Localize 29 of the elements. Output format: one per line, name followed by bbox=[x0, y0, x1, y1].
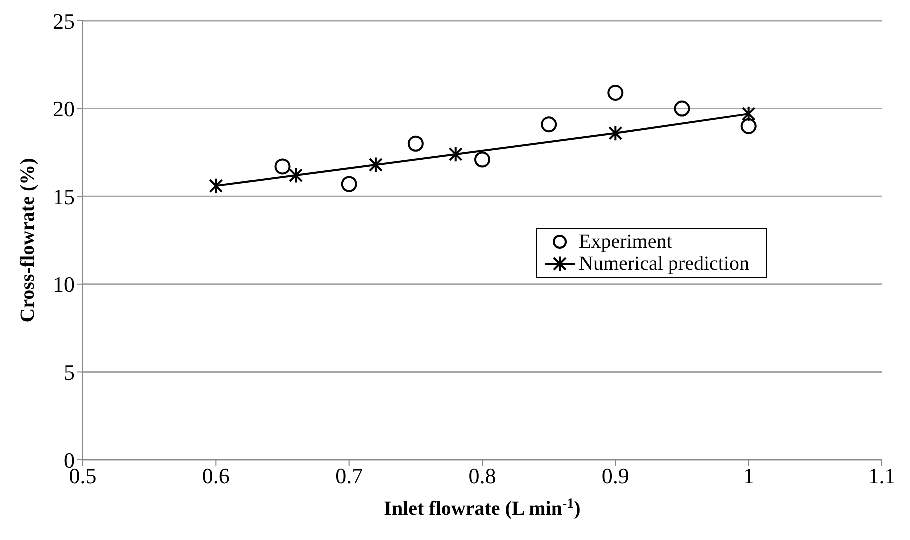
x-tick-label: 0.6 bbox=[202, 464, 230, 489]
x-tick-label: 0.9 bbox=[602, 464, 630, 489]
point bbox=[674, 100, 690, 117]
x-tick-label: 1 bbox=[743, 464, 754, 489]
point bbox=[368, 156, 383, 174]
point bbox=[740, 118, 757, 134]
point bbox=[474, 152, 490, 168]
point bbox=[448, 146, 463, 163]
x-tick-label: 0.8 bbox=[468, 464, 496, 489]
point bbox=[408, 136, 424, 152]
x-tick-label: 0.7 bbox=[336, 464, 364, 489]
point bbox=[341, 176, 358, 192]
y-tick-label: 25 bbox=[53, 8, 75, 34]
x-axis-title: Inlet flowrate (L min$^{-1}$) bbox=[384, 496, 581, 520]
point bbox=[541, 116, 558, 133]
y-tick-label: 10 bbox=[53, 272, 75, 298]
y-axis-title: Cross-flowrate (%) bbox=[16, 158, 39, 323]
point bbox=[289, 167, 304, 184]
point bbox=[608, 84, 624, 101]
point bbox=[742, 106, 756, 122]
point bbox=[608, 125, 623, 142]
y-tick-label: 15 bbox=[53, 184, 75, 210]
x-tick-label: 1.1 bbox=[868, 464, 896, 489]
legend-label: Experiment bbox=[579, 231, 672, 253]
point bbox=[274, 158, 291, 175]
y-tick-label: 5 bbox=[64, 360, 75, 386]
legend-label: Numerical prediction bbox=[579, 253, 750, 275]
y-tick-label: 20 bbox=[53, 96, 75, 122]
point bbox=[209, 178, 224, 194]
